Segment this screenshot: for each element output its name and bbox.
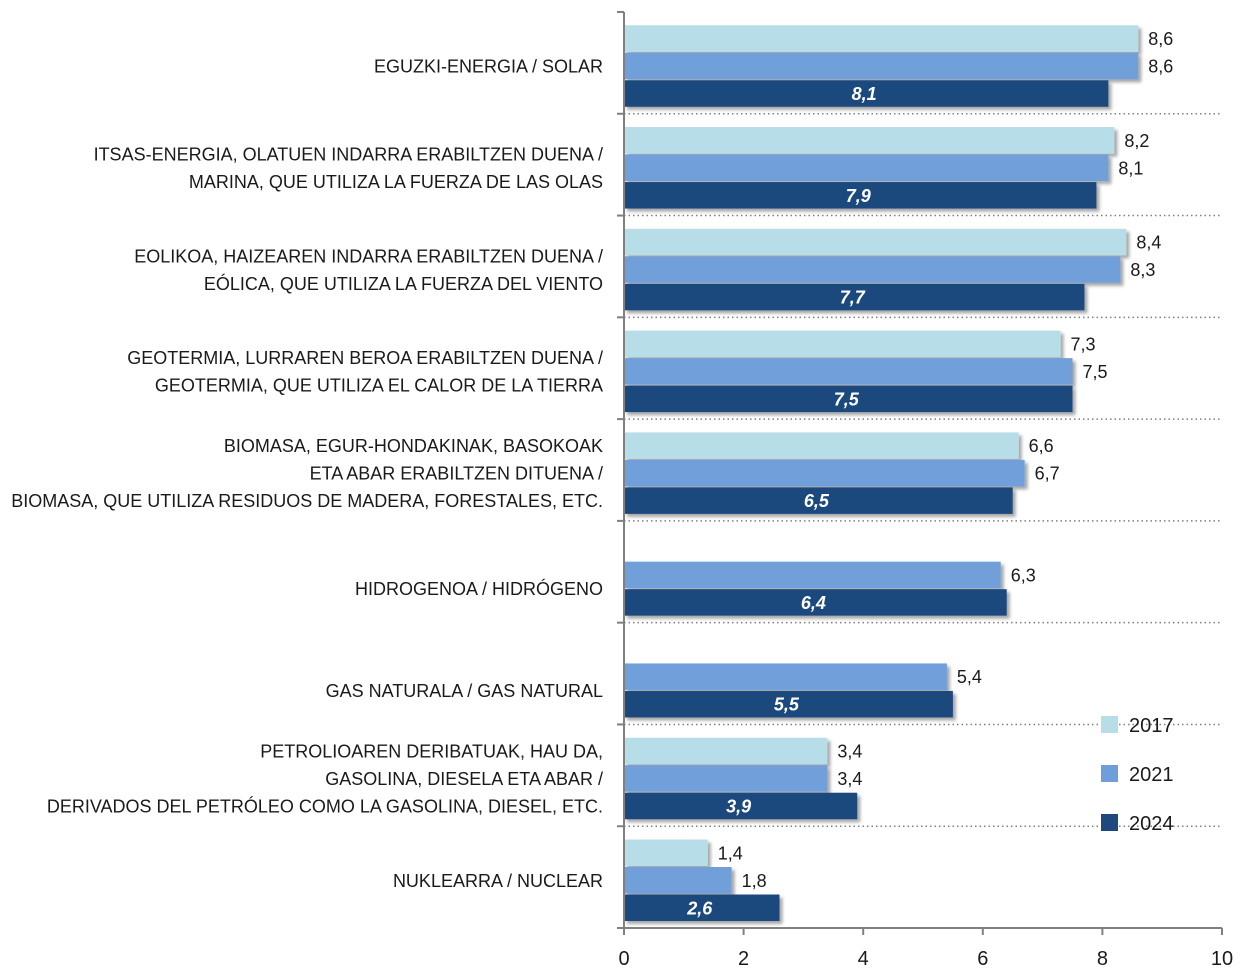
bar-2021 [624,663,947,690]
category-label: BIOMASA, EGUR-HONDAKINAK, BASOKOAK ETA AB… [11,436,603,511]
data-label-2024: 3,9 [726,796,751,816]
data-label-2024: 2,6 [686,898,713,918]
x-tick-label: 6 [977,948,988,970]
category-label-line: EOLIKOA, HAIZEAREN INDARRA ERABILTZEN DU… [134,246,603,266]
category-label: NUKLEARRA / NUCLEAR [393,871,603,891]
category-label-line: NUKLEARRA / NUCLEAR [393,871,603,891]
x-tick-label: 0 [618,948,629,970]
data-label-2024: 8,1 [852,84,877,104]
data-label-2017: 1,4 [718,843,743,863]
bar-2024 [624,690,953,718]
data-label-2017: 8,6 [1148,29,1173,49]
legend-swatch-2024 [1101,814,1118,831]
data-label-2021: 6,7 [1035,464,1060,484]
bar-2017 [624,127,1115,154]
x-tick-label: 4 [858,948,869,970]
category-label-line: ITSAS-ENERGIA, OLATUEN INDARRA ERABILTZE… [94,145,603,165]
bar-2024 [624,182,1097,209]
bar-2024 [624,589,1007,616]
data-label-2024: 7,9 [846,186,871,206]
data-label-2017: 3,4 [837,741,862,761]
bar-2024 [624,385,1073,413]
data-label-2021: 8,3 [1130,260,1155,280]
bar-2024 [624,80,1109,107]
bar-2021 [624,358,1073,385]
bar-2017 [624,330,1061,358]
legend-swatch-2017 [1101,716,1118,733]
data-label-2021: 8,1 [1118,158,1143,178]
bar-2021 [624,256,1121,283]
bar-2024 [624,792,858,820]
category-label-line: EÓLICA, QUE UTILIZA LA FUERZA DEL VIENTO [204,273,603,294]
category-label: ITSAS-ENERGIA, OLATUEN INDARRA ERABILTZE… [94,145,603,193]
bar-2017 [624,432,1019,459]
bars [624,25,1139,921]
data-label-2021: 3,4 [837,769,862,789]
data-label-2021: 7,5 [1083,362,1108,382]
category-label-line: BIOMASA, QUE UTILIZA RESIDUOS DE MADERA,… [11,491,603,511]
category-label-line: GEOTERMIA, QUE UTILIZA EL CALOR DE LA TI… [155,376,603,396]
category-label: GAS NATURALA / GAS NATURAL [326,681,603,701]
category-labels: EGUZKI-ENERGIA / SOLAR ITSAS-ENERGIA, OLA… [11,57,603,891]
x-tick-label: 10 [1211,948,1233,970]
category-label: PETROLIOAREN DERIBATUAK, HAU DA, GASOLINA… [47,741,603,816]
value-labels: 8,6 8,6 8,1 8,2 8,1 7,9 8,4 8,3 7,7 7,3 7,5 7,5 6,6 6… [686,29,1173,918]
category-label-line: BIOMASA, EGUR-HONDAKINAK, BASOKOAK [224,436,603,456]
data-label-2017: 8,4 [1136,233,1161,253]
data-label-2021: 1,8 [742,871,767,891]
bar-2024 [624,283,1085,311]
data-label-2024: 5,5 [774,695,800,715]
bar-2021 [624,765,828,792]
legend-swatch-2021 [1101,765,1118,782]
x-tick-label: 2 [738,948,749,970]
x-tick-label: 8 [1097,948,1108,970]
bar-2017 [624,228,1127,256]
group-separators [624,113,1222,827]
data-label-2017: 7,3 [1071,334,1096,354]
legend-label-2024: 2024 [1129,813,1174,835]
bar-2024 [624,487,1013,514]
legend-label-2021: 2021 [1129,764,1174,786]
category-label-line: EGUZKI-ENERGIA / SOLAR [374,57,603,77]
bar-2024 [624,894,780,921]
category-label-line: DERIVADOS DEL PETRÓLEO COMO LA GASOLINA,… [47,795,603,816]
data-label-2024: 6,5 [804,491,830,511]
bar-2021 [624,867,732,894]
category-label-line: GEOTERMIA, LURRAREN BEROA ERABILTZEN DUE… [127,348,603,368]
bar-2017 [624,737,828,765]
axes: 0 2 4 6 8 10 [617,11,1233,970]
data-label-2024: 7,5 [834,389,860,409]
bar-2021 [624,459,1025,487]
data-label-2021: 5,4 [957,667,982,687]
bar-2021 [624,154,1109,182]
bar-2017 [624,25,1139,52]
bar-2021 [624,52,1139,80]
legend-label-2017: 2017 [1129,715,1174,737]
category-label: EOLIKOA, HAIZEAREN INDARRA ERABILTZEN DU… [134,246,603,294]
category-label-line: HIDROGENOA / HIDRÓGENO [355,578,603,599]
data-label-2024: 7,7 [840,288,866,308]
data-label-2021: 8,6 [1148,57,1173,77]
category-label-line: GAS NATURALA / GAS NATURAL [326,681,603,701]
bar-2017 [624,839,708,866]
category-label: GEOTERMIA, LURRAREN BEROA ERABILTZEN DUE… [127,348,603,396]
category-label-line: ETA ABAR ERABILTZEN DITUENA / [310,464,603,484]
category-label-line: GASOLINA, DIESELA ETA ABAR / [325,769,603,789]
category-label-line: PETROLIOAREN DERIBATUAK, HAU DA, [260,741,603,761]
data-label-2021: 6,3 [1011,565,1036,585]
data-label-2017: 6,6 [1029,436,1054,456]
bar-2021 [624,561,1001,589]
legend: 2017 2021 2024 [1101,715,1174,835]
category-label: EGUZKI-ENERGIA / SOLAR [374,57,603,77]
data-label-2017: 8,2 [1124,131,1149,151]
data-label-2024: 6,4 [801,593,826,613]
category-label-line: MARINA, QUE UTILIZA LA FUERZA DE LAS OLA… [189,172,603,192]
category-label: HIDROGENOA / HIDRÓGENO [355,578,603,599]
